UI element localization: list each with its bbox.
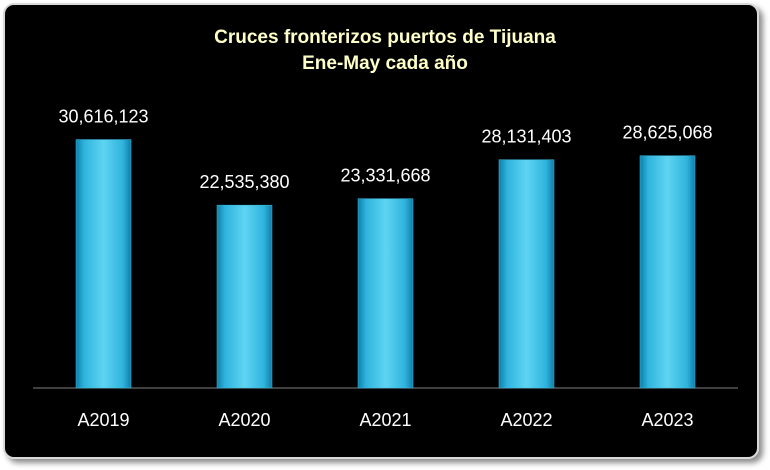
x-tick-label: A2021: [359, 410, 411, 430]
bar: [75, 139, 132, 389]
data-label: 28,625,068: [622, 122, 712, 142]
bar: [216, 204, 273, 389]
data-label: 23,331,668: [340, 165, 430, 185]
chart-subtitle: Ene-May cada año: [302, 53, 468, 74]
x-tick-label: A2020: [218, 410, 270, 430]
bar: [498, 159, 555, 389]
chart-title: Cruces fronterizos puertos de Tijuana: [214, 27, 556, 48]
data-label: 22,535,380: [199, 172, 289, 192]
bar: [357, 198, 414, 389]
x-tick-label: A2019: [77, 410, 129, 430]
data-label: 28,131,403: [481, 126, 571, 146]
x-tick-label: A2022: [500, 410, 552, 430]
x-tick-label: A2023: [641, 410, 693, 430]
data-label: 30,616,123: [58, 106, 148, 126]
bar: [639, 155, 696, 389]
